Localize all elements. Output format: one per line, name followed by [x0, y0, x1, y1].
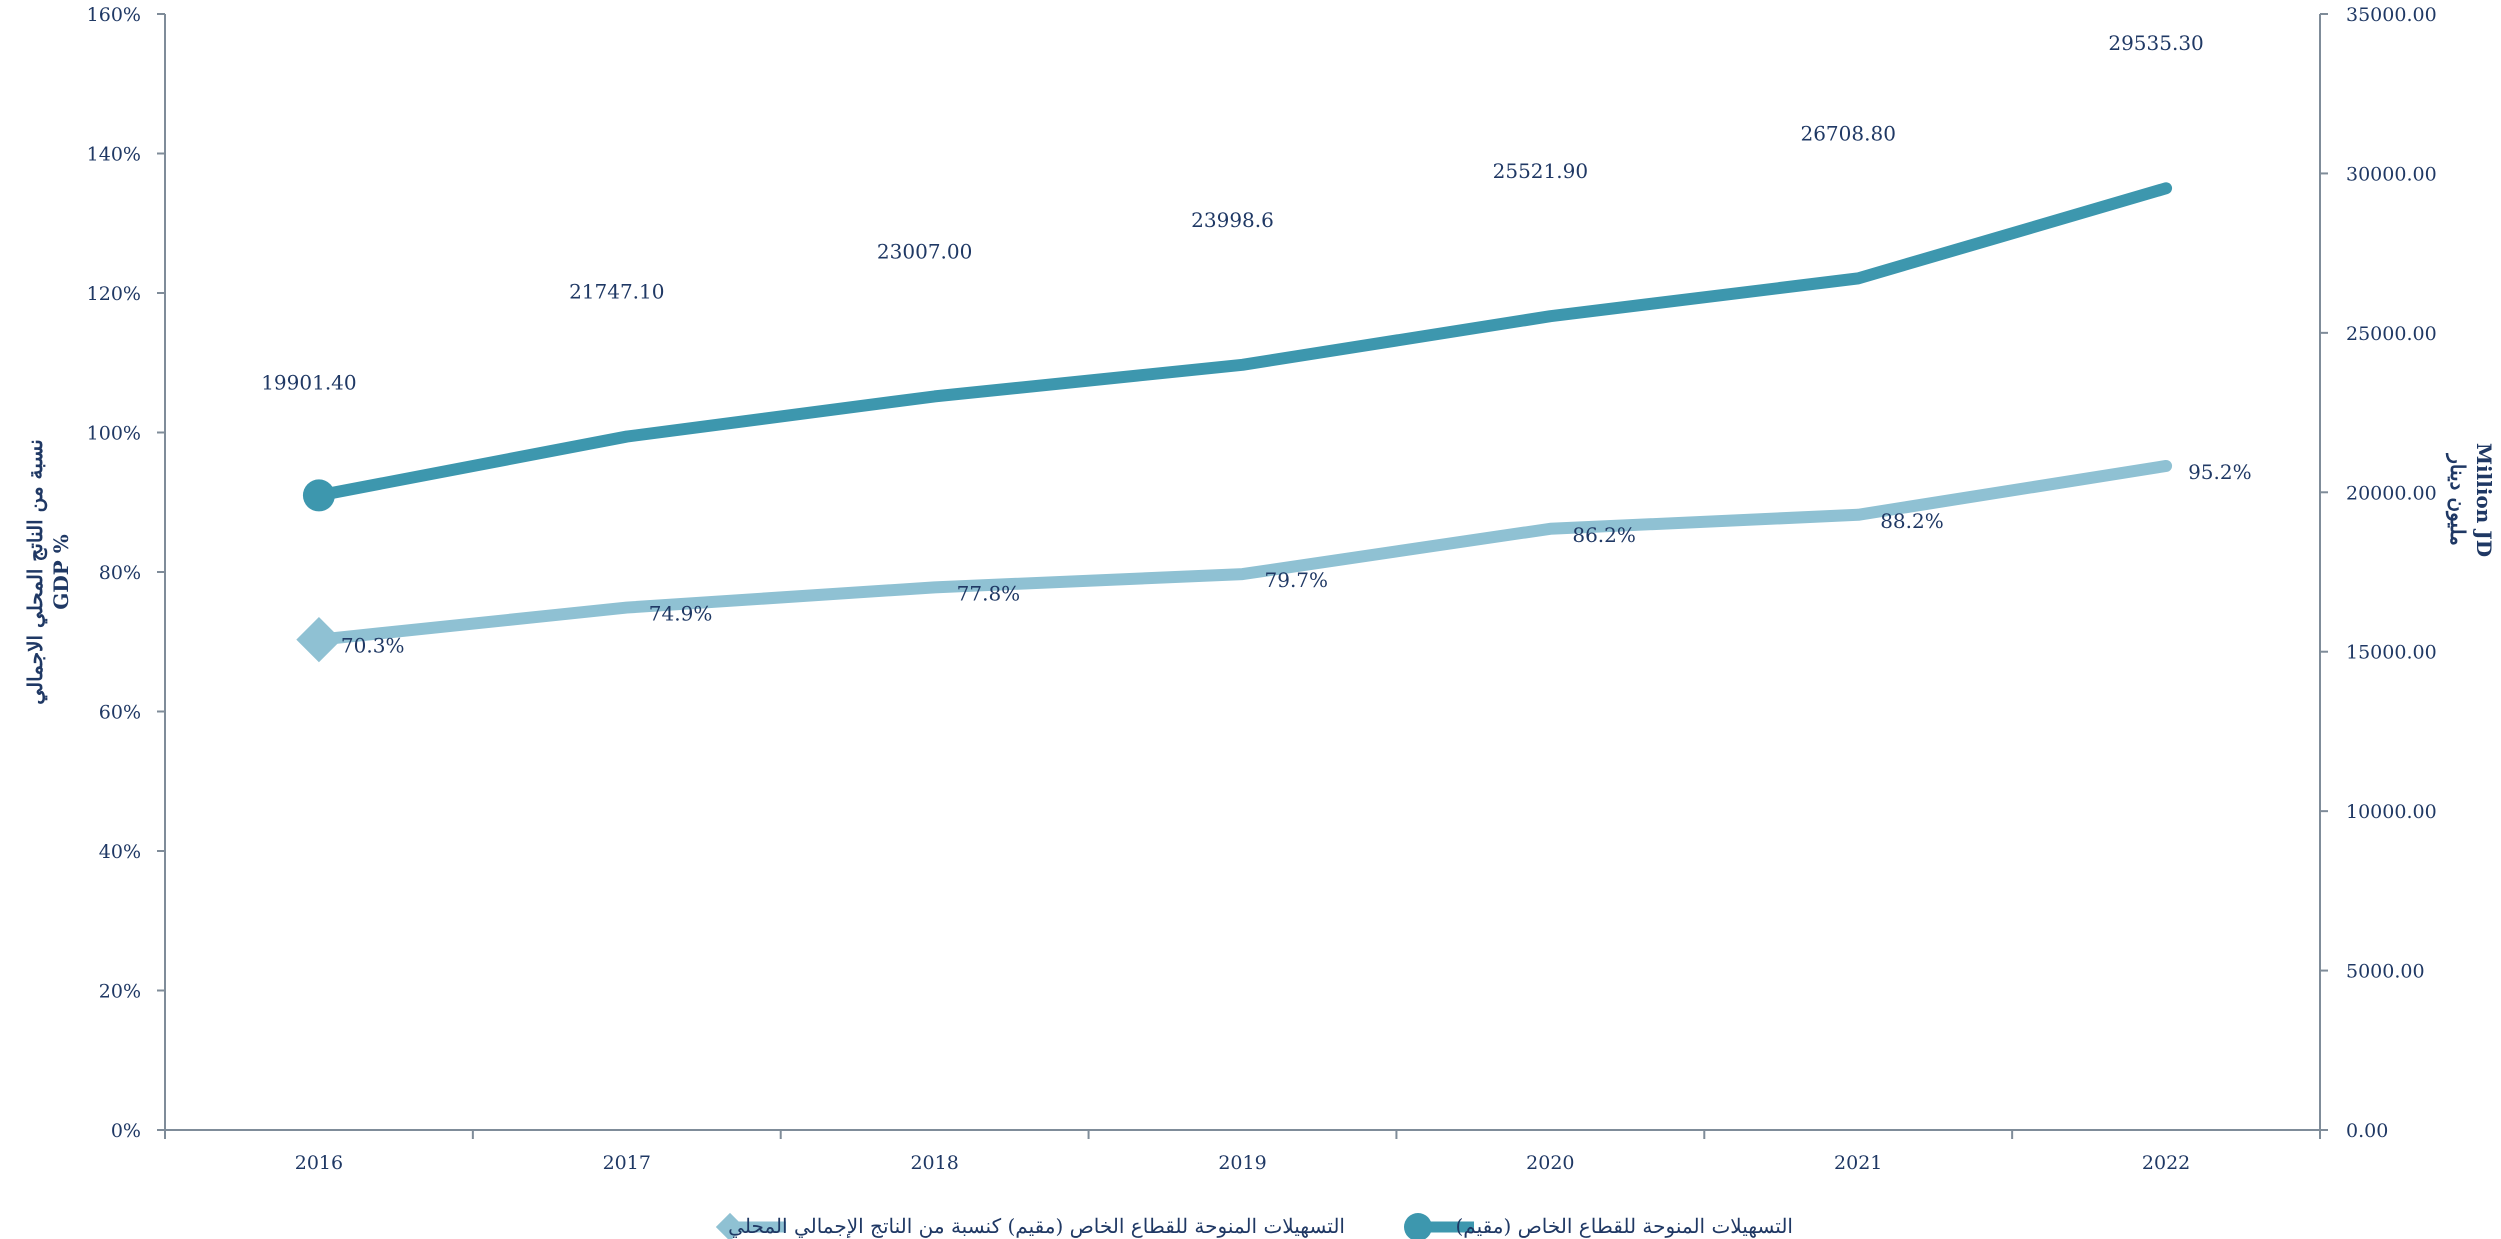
series-line-facilities [312, 182, 2173, 502]
data-labels: 19901.40 21747.10 23007.00 23998.6 25521.90 2… [261, 31, 2251, 657]
legend-diamond-icon [715, 1212, 745, 1239]
x-tick-label: 2017 [603, 1152, 651, 1174]
data-label-gdp-share: 79.7% [1265, 568, 1329, 592]
left-tick-label: 60% [99, 702, 141, 724]
left-tick-label: 160% [87, 4, 141, 26]
plot-area: 2016 2017 2018 2019 2020 2021 2022 0% 20% 40% 60%… [87, 4, 2437, 1174]
x-tick-label: 2019 [1218, 1152, 1266, 1174]
data-label-facilities: 26708.80 [1800, 121, 1895, 145]
x-tick-label: 2016 [295, 1152, 343, 1174]
legend-item-gdp-share: التسهيلات المنوحة للقطاع الخاص (مقيم) كن… [715, 1212, 1345, 1239]
data-label-facilities: 25521.90 [1493, 159, 1588, 183]
data-label-gdp-share: 88.2% [1880, 509, 1944, 533]
data-label-facilities: 23998.6 [1191, 208, 1274, 232]
legend: التسهيلات المنوحة للقطاع الخاص (مقيم) كن… [715, 1212, 1793, 1239]
left-axis-title: نسبة من الناتج المحلي الاجمالي GDP % [23, 439, 73, 704]
right-tick-label: 15000.00 [2346, 642, 2437, 664]
left-axis-title-line-1: نسبة من الناتج المحلي الاجمالي [23, 439, 48, 704]
right-tick-label: 25000.00 [2346, 323, 2437, 345]
right-tick-label: 30000.00 [2346, 163, 2437, 185]
series-marker-facilities [302, 479, 335, 512]
data-label-facilities: 29535.30 [2108, 31, 2203, 55]
x-tick-label: 2020 [1526, 1152, 1574, 1174]
data-label-gdp-share: 77.8% [957, 581, 1021, 605]
left-tick-label: 80% [99, 562, 141, 584]
left-tick-label: 100% [87, 423, 141, 445]
legend-label-facilities: التسهيلات المنوحة للقطاع الخاص (مقيم) [1455, 1214, 1793, 1238]
data-label-gdp-share: 95.2% [2188, 460, 2252, 484]
right-axis-title-line-2: Million JD [2472, 443, 2496, 557]
data-label-gdp-share: 86.2% [1572, 523, 1636, 547]
right-tick-label: 10000.00 [2346, 801, 2437, 823]
x-tick-label: 2018 [910, 1152, 958, 1174]
right-axis-ticks: 0.00 5000.00 10000.00 15000.00 20000.00 25000… [2320, 4, 2437, 1142]
left-tick-label: 20% [99, 981, 141, 1003]
x-tick-label: 2021 [1834, 1152, 1882, 1174]
right-axis-title-line-1: مليون دينار [2445, 452, 2470, 546]
series-line-gdp-share [312, 459, 2173, 646]
left-tick-label: 120% [87, 283, 141, 305]
right-tick-label: 0.00 [2346, 1120, 2388, 1142]
right-axis-title: مليون دينار Million JD [2445, 443, 2496, 557]
series-group [296, 182, 2173, 663]
left-axis-title-line-2: GDP % [49, 534, 73, 609]
legend-item-facilities: التسهيلات المنوحة للقطاع الخاص (مقيم) [1404, 1213, 1793, 1239]
x-ticks: 2016 2017 2018 2019 2020 2021 2022 [164, 1130, 2321, 1174]
left-tick-label: 40% [99, 841, 141, 863]
right-tick-label: 20000.00 [2346, 482, 2437, 504]
right-tick-label: 5000.00 [2346, 961, 2425, 983]
x-tick-label: 2022 [2142, 1152, 2190, 1174]
data-label-gdp-share: 70.3% [341, 634, 405, 658]
data-label-facilities: 19901.40 [261, 370, 356, 394]
left-axis-ticks: 0% 20% 40% 60% 80% 100% 120% 140% 160% [87, 4, 165, 1142]
legend-circle-icon [1404, 1213, 1432, 1239]
data-label-facilities: 21747.10 [569, 280, 664, 304]
left-tick-label: 0% [111, 1120, 141, 1142]
series-marker-gdp-share [296, 617, 342, 663]
legend-label-gdp-share: التسهيلات المنوحة للقطاع الخاص (مقيم) كن… [728, 1214, 1345, 1239]
data-label-gdp-share: 74.9% [649, 602, 713, 626]
right-tick-label: 35000.00 [2346, 4, 2437, 26]
left-tick-label: 140% [87, 144, 141, 166]
data-label-facilities: 23007.00 [877, 239, 972, 263]
